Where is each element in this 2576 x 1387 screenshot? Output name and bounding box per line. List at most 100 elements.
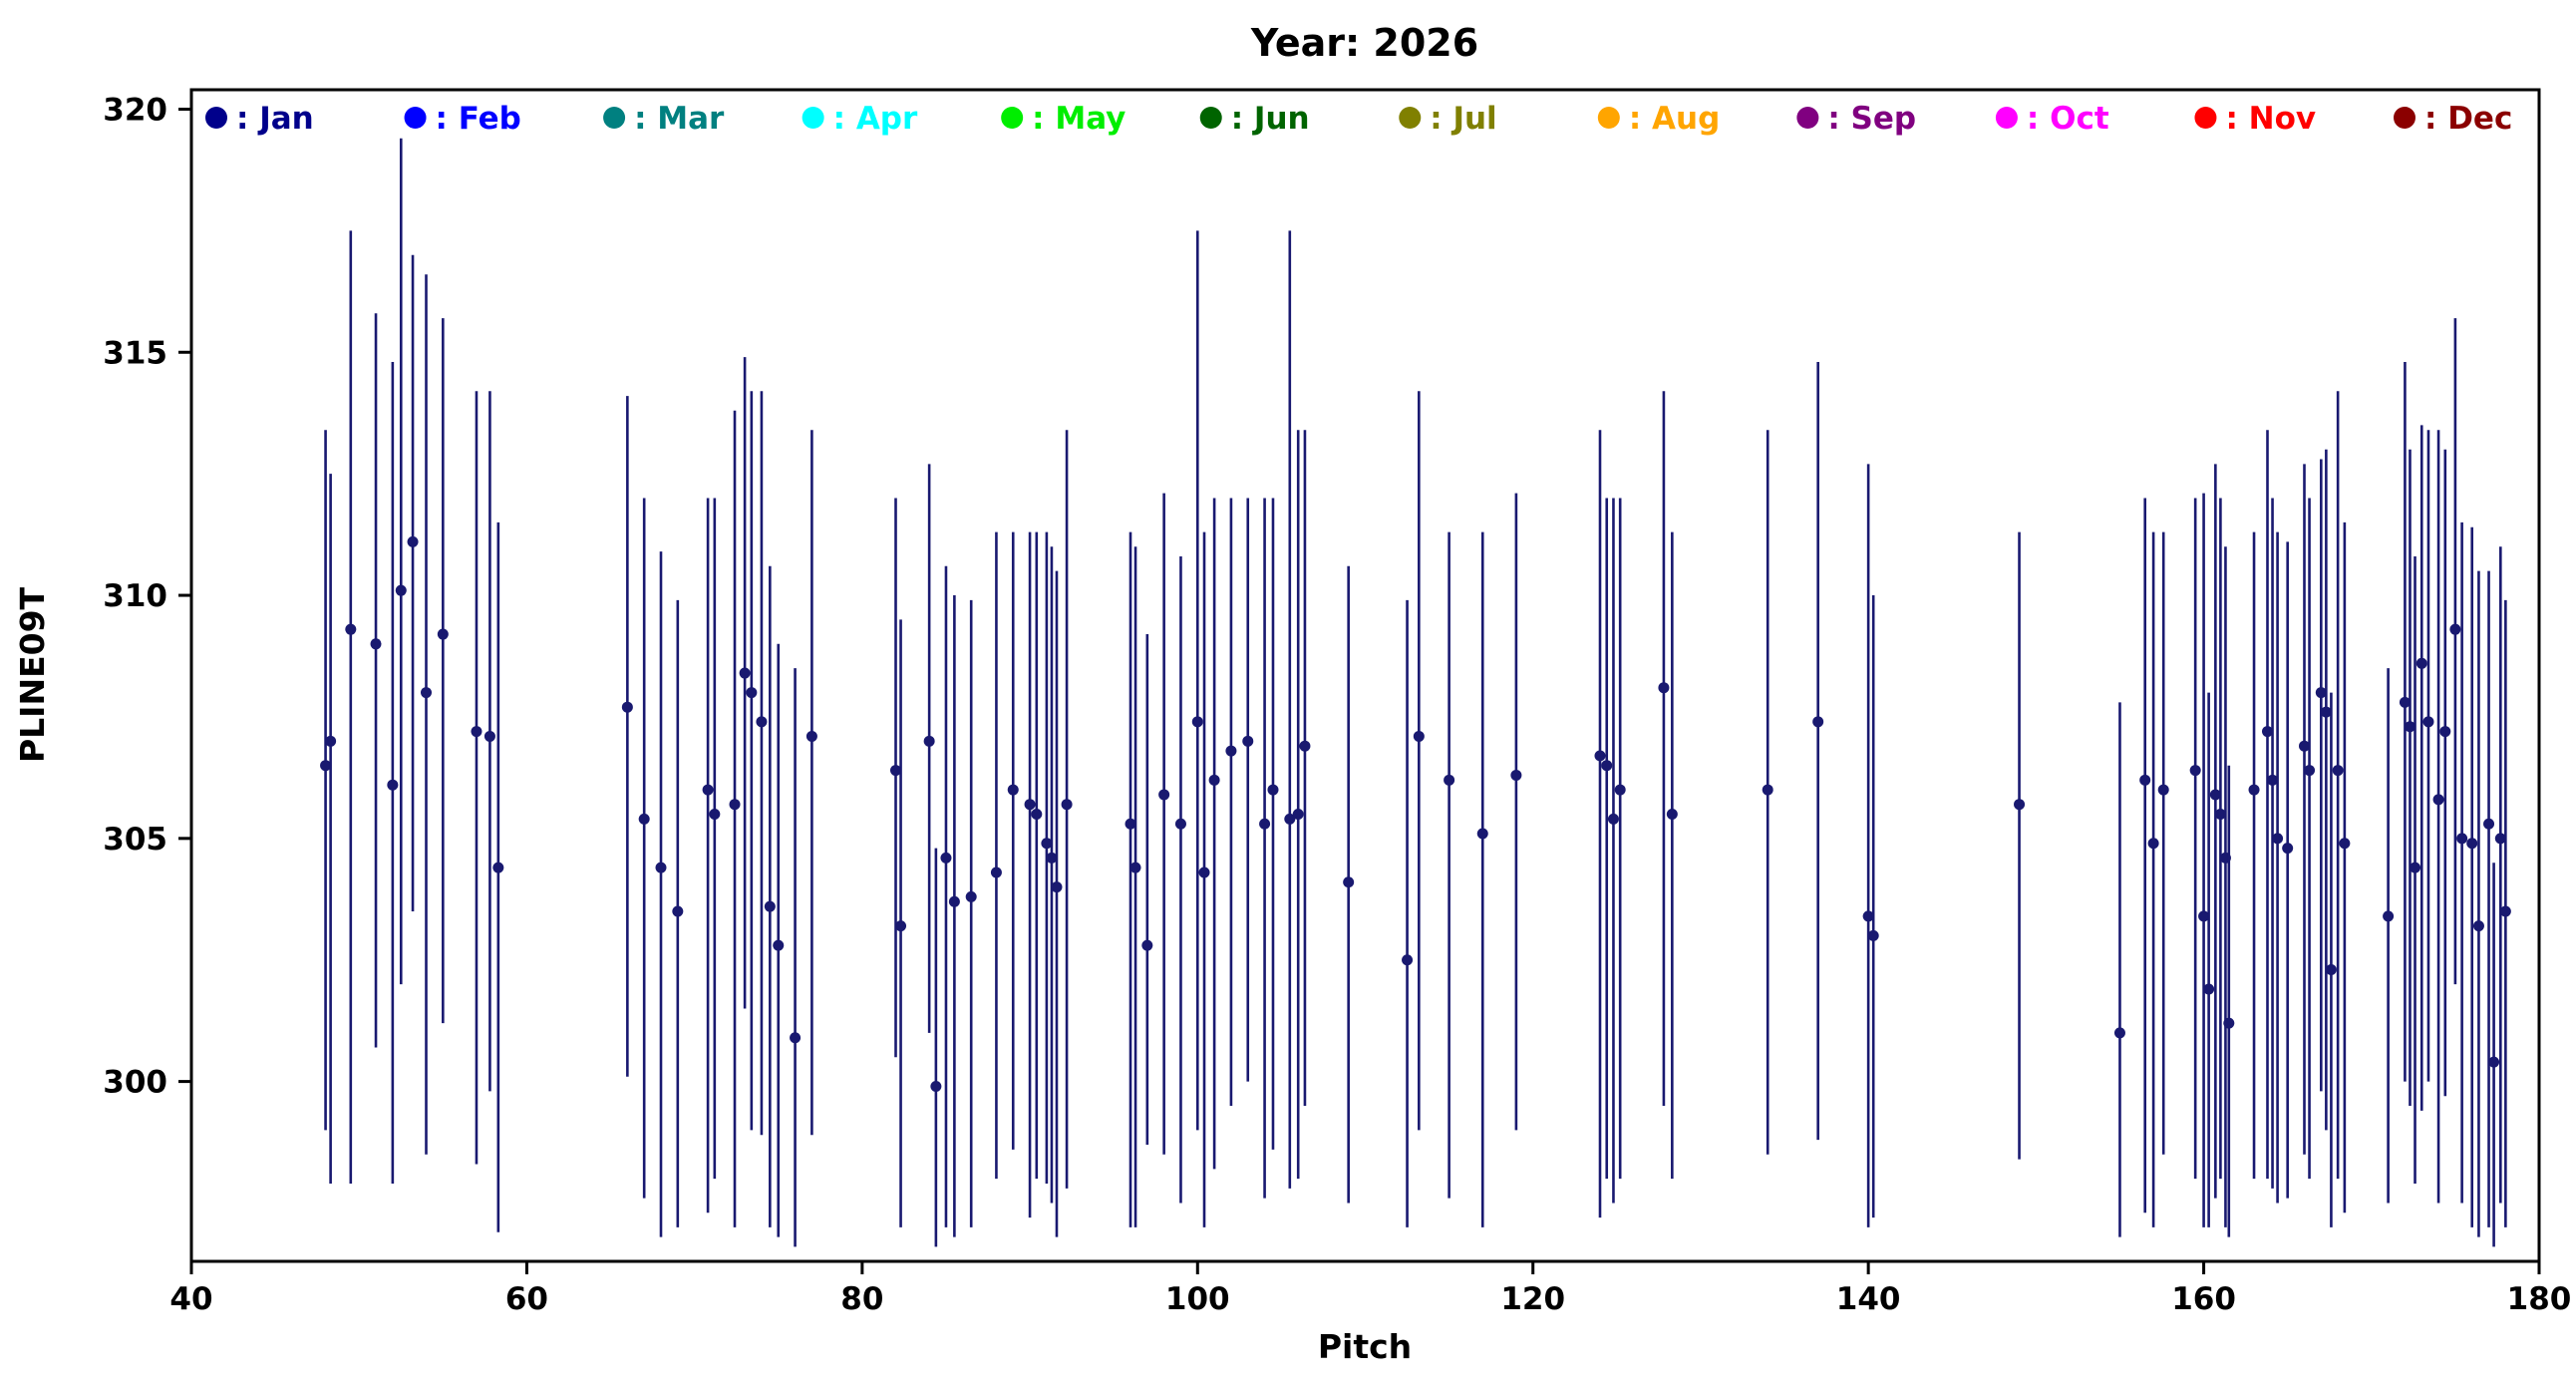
data-point bbox=[1024, 799, 1036, 811]
legend-marker-oct bbox=[1995, 107, 2018, 129]
data-point bbox=[948, 895, 960, 907]
data-point bbox=[1129, 862, 1141, 873]
data-point bbox=[2325, 963, 2337, 975]
data-point bbox=[672, 905, 684, 917]
data-point bbox=[1191, 716, 1203, 728]
data-point bbox=[1862, 910, 1874, 922]
data-point bbox=[2304, 765, 2316, 777]
data-point bbox=[2282, 843, 2294, 855]
legend-label-oct: : Oct bbox=[2027, 101, 2109, 137]
data-point bbox=[2432, 794, 2444, 806]
legend-marker-apr bbox=[802, 107, 824, 129]
x-tick-label: 140 bbox=[1836, 1281, 1901, 1317]
legend-marker-jun bbox=[1199, 107, 1222, 129]
x-tick-label: 100 bbox=[1165, 1281, 1230, 1317]
data-point bbox=[805, 730, 817, 742]
data-point bbox=[2014, 799, 2026, 811]
y-tick-label: 305 bbox=[103, 822, 167, 858]
data-point bbox=[1125, 818, 1136, 830]
data-point bbox=[2157, 784, 2169, 796]
x-tick-label: 120 bbox=[1500, 1281, 1565, 1317]
data-point bbox=[325, 735, 337, 747]
data-point bbox=[2139, 774, 2151, 786]
data-point bbox=[2410, 862, 2421, 873]
data-point bbox=[2456, 833, 2468, 845]
data-point bbox=[2404, 721, 2415, 733]
data-point bbox=[1259, 818, 1271, 830]
data-point bbox=[1141, 939, 1153, 951]
data-point bbox=[655, 862, 667, 873]
legend-marker-dec bbox=[2394, 107, 2415, 129]
data-point bbox=[1225, 745, 1237, 757]
data-point bbox=[1413, 730, 1425, 742]
y-tick-label: 320 bbox=[103, 93, 167, 129]
data-point bbox=[2488, 1056, 2500, 1068]
data-point bbox=[1051, 881, 1063, 893]
data-point bbox=[940, 852, 952, 864]
data-point bbox=[1867, 929, 1879, 941]
data-point bbox=[1476, 828, 1488, 840]
data-point bbox=[395, 584, 407, 596]
legend-label-jul: : Jul bbox=[1430, 101, 1496, 137]
data-point bbox=[773, 939, 785, 951]
legend-label-feb: : Feb bbox=[436, 101, 521, 137]
data-point bbox=[923, 735, 935, 747]
data-point bbox=[2209, 789, 2221, 801]
data-point bbox=[1444, 774, 1455, 786]
data-point bbox=[370, 638, 382, 650]
data-point bbox=[1046, 852, 1058, 864]
data-point bbox=[437, 628, 449, 640]
data-point bbox=[421, 687, 432, 699]
data-point bbox=[2189, 765, 2201, 777]
data-point bbox=[320, 760, 332, 772]
y-axis-label: PLINE09T bbox=[13, 586, 52, 763]
data-point bbox=[2415, 657, 2427, 669]
data-point bbox=[729, 799, 741, 811]
legend-marker-mar bbox=[603, 107, 626, 129]
legend-label-dec: : Dec bbox=[2424, 101, 2512, 137]
data-point bbox=[1041, 838, 1053, 850]
legend-label-nov: : Nov bbox=[2225, 101, 2316, 137]
data-point bbox=[2113, 1027, 2125, 1039]
legend-label-mar: : Mar bbox=[634, 101, 725, 137]
legend-marker-jan bbox=[205, 107, 227, 129]
legend: : Jan: Feb: Mar: Apr: May: Jun: Jul: Aug… bbox=[205, 101, 2512, 137]
y-tick-label: 315 bbox=[103, 335, 167, 371]
data-point bbox=[1601, 760, 1613, 772]
y-tick-label: 300 bbox=[103, 1065, 167, 1101]
data-point bbox=[2261, 726, 2273, 738]
legend-marker-nov bbox=[2194, 107, 2217, 129]
axes-spines bbox=[189, 88, 2541, 1263]
data-point bbox=[2339, 838, 2351, 850]
data-point bbox=[2203, 983, 2215, 995]
data-point bbox=[1510, 769, 1522, 781]
data-point bbox=[1267, 784, 1279, 796]
data-point bbox=[1658, 682, 1670, 694]
data-point bbox=[739, 667, 751, 679]
data-point bbox=[2483, 818, 2495, 830]
legend-label-jun: : Jun bbox=[1231, 101, 1310, 137]
data-point bbox=[895, 920, 907, 932]
data-point bbox=[746, 687, 758, 699]
legend-marker-sep bbox=[1796, 107, 1819, 129]
data-point bbox=[1594, 750, 1606, 762]
legend-label-sep: : Sep bbox=[1827, 101, 1916, 137]
data-point bbox=[1031, 808, 1043, 820]
data-point bbox=[1607, 813, 1619, 825]
x-axis-label: Pitch bbox=[1318, 1327, 1412, 1366]
data-point bbox=[2223, 1017, 2235, 1029]
data-point bbox=[2315, 687, 2327, 699]
data-point bbox=[1614, 784, 1626, 796]
data-point bbox=[1292, 808, 1304, 820]
data-point bbox=[1242, 735, 1254, 747]
data-point bbox=[764, 900, 776, 912]
legend-label-aug: : Aug bbox=[1629, 101, 1720, 137]
data-point bbox=[2248, 784, 2260, 796]
chart-title: Year: 2026 bbox=[1250, 21, 1478, 65]
data-point bbox=[2299, 740, 2310, 752]
legend-label-jan: : Jan bbox=[236, 101, 314, 137]
data-point bbox=[2399, 696, 2411, 708]
data-point bbox=[2383, 910, 2395, 922]
data-point bbox=[2499, 905, 2511, 917]
